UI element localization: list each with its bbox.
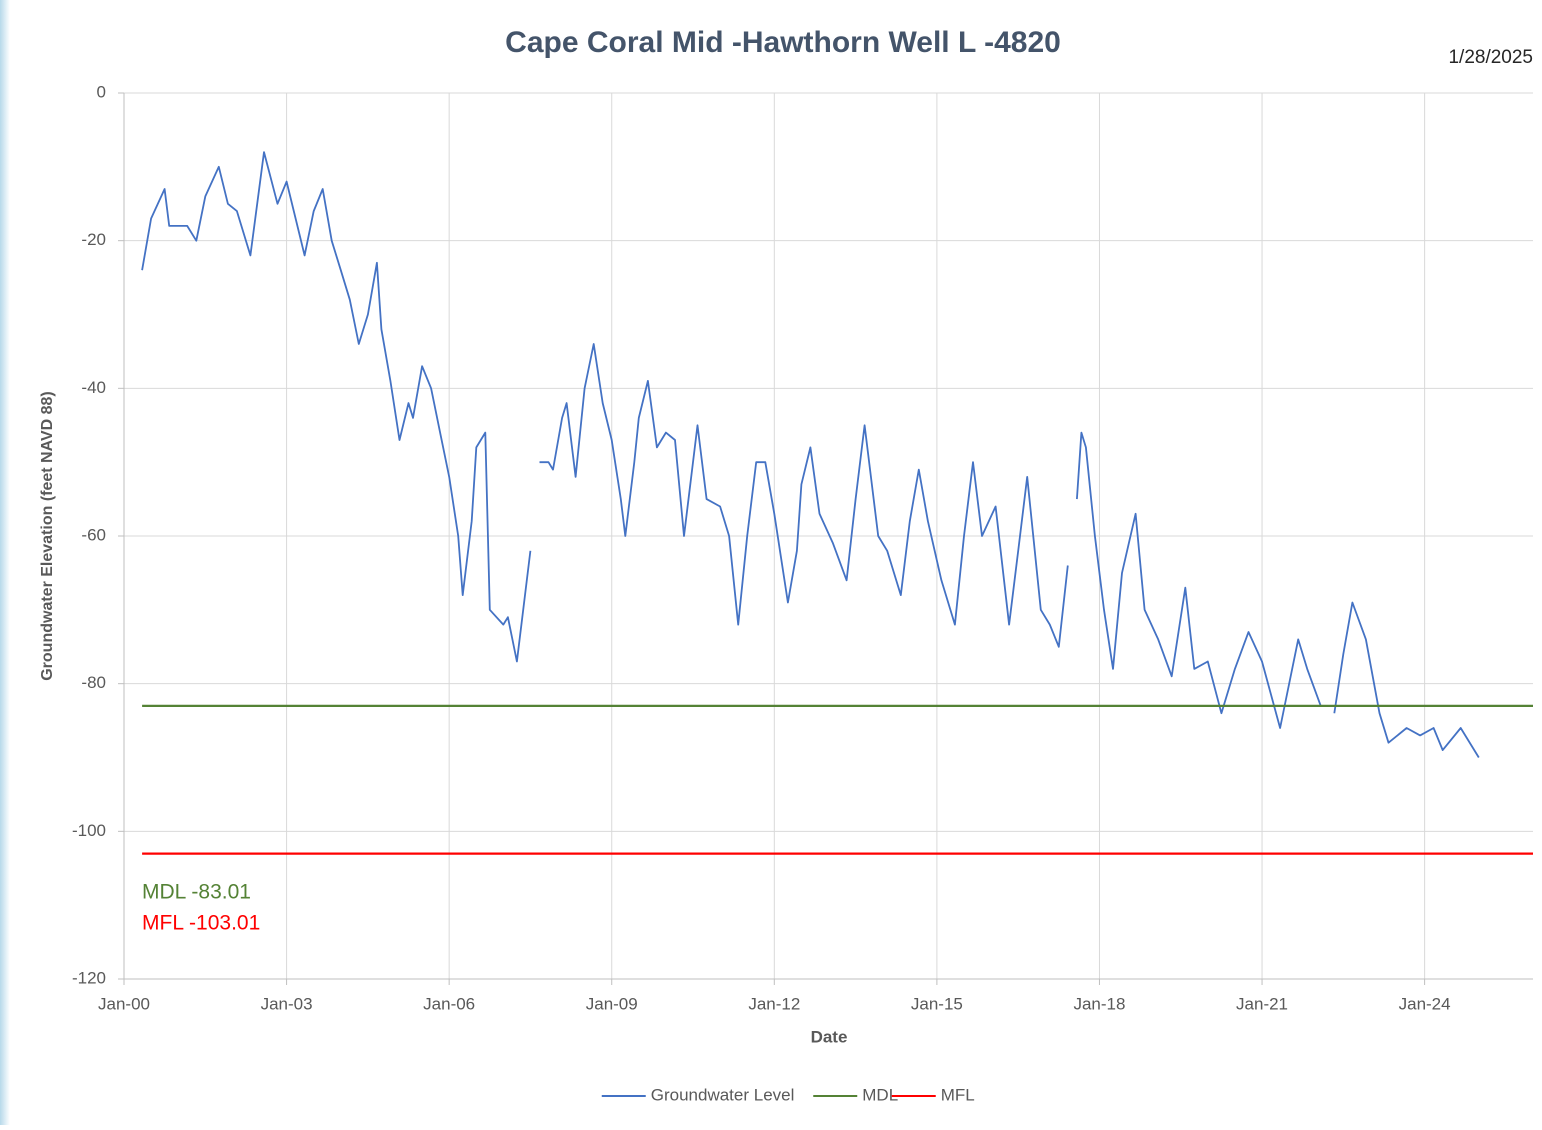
y-tick-label: -20 bbox=[81, 230, 106, 249]
x-axis-label: Date bbox=[811, 1027, 848, 1046]
x-tick-label: Jan-21 bbox=[1236, 994, 1288, 1013]
series-line bbox=[141, 151, 1480, 758]
legend-label: MDL bbox=[862, 1085, 898, 1104]
y-tick-label: -100 bbox=[72, 821, 106, 840]
y-axis-label: Groundwater Elevation (feet NAVD 88) bbox=[39, 391, 56, 681]
x-tick-label: Jan-03 bbox=[261, 994, 313, 1013]
x-tick-label: Jan-15 bbox=[911, 994, 963, 1013]
x-tick-label: Jan-12 bbox=[748, 994, 800, 1013]
chart-title: Cape Coral Mid -Hawthorn Well L -4820 bbox=[505, 26, 1061, 59]
x-tick-label: Jan-00 bbox=[98, 994, 150, 1013]
y-tick-label: 0 bbox=[97, 82, 106, 101]
annotation: MDL -83.01 bbox=[142, 881, 251, 904]
legend-label: Groundwater Level bbox=[651, 1085, 795, 1104]
x-tick-label: Jan-18 bbox=[1073, 994, 1125, 1013]
chart-date: 1/28/2025 bbox=[1448, 47, 1533, 68]
annotation: MFL -103.01 bbox=[142, 912, 260, 935]
x-tick-label: Jan-06 bbox=[423, 994, 475, 1013]
x-tick-label: Jan-09 bbox=[586, 994, 638, 1013]
y-tick-label: -40 bbox=[81, 378, 106, 397]
legend-label: MFL bbox=[941, 1085, 975, 1104]
y-tick-label: -80 bbox=[81, 673, 106, 692]
x-tick-label: Jan-24 bbox=[1399, 994, 1451, 1013]
y-tick-label: -120 bbox=[72, 968, 106, 987]
edge-decoration bbox=[0, 0, 10, 1125]
y-tick-label: -60 bbox=[81, 525, 106, 544]
